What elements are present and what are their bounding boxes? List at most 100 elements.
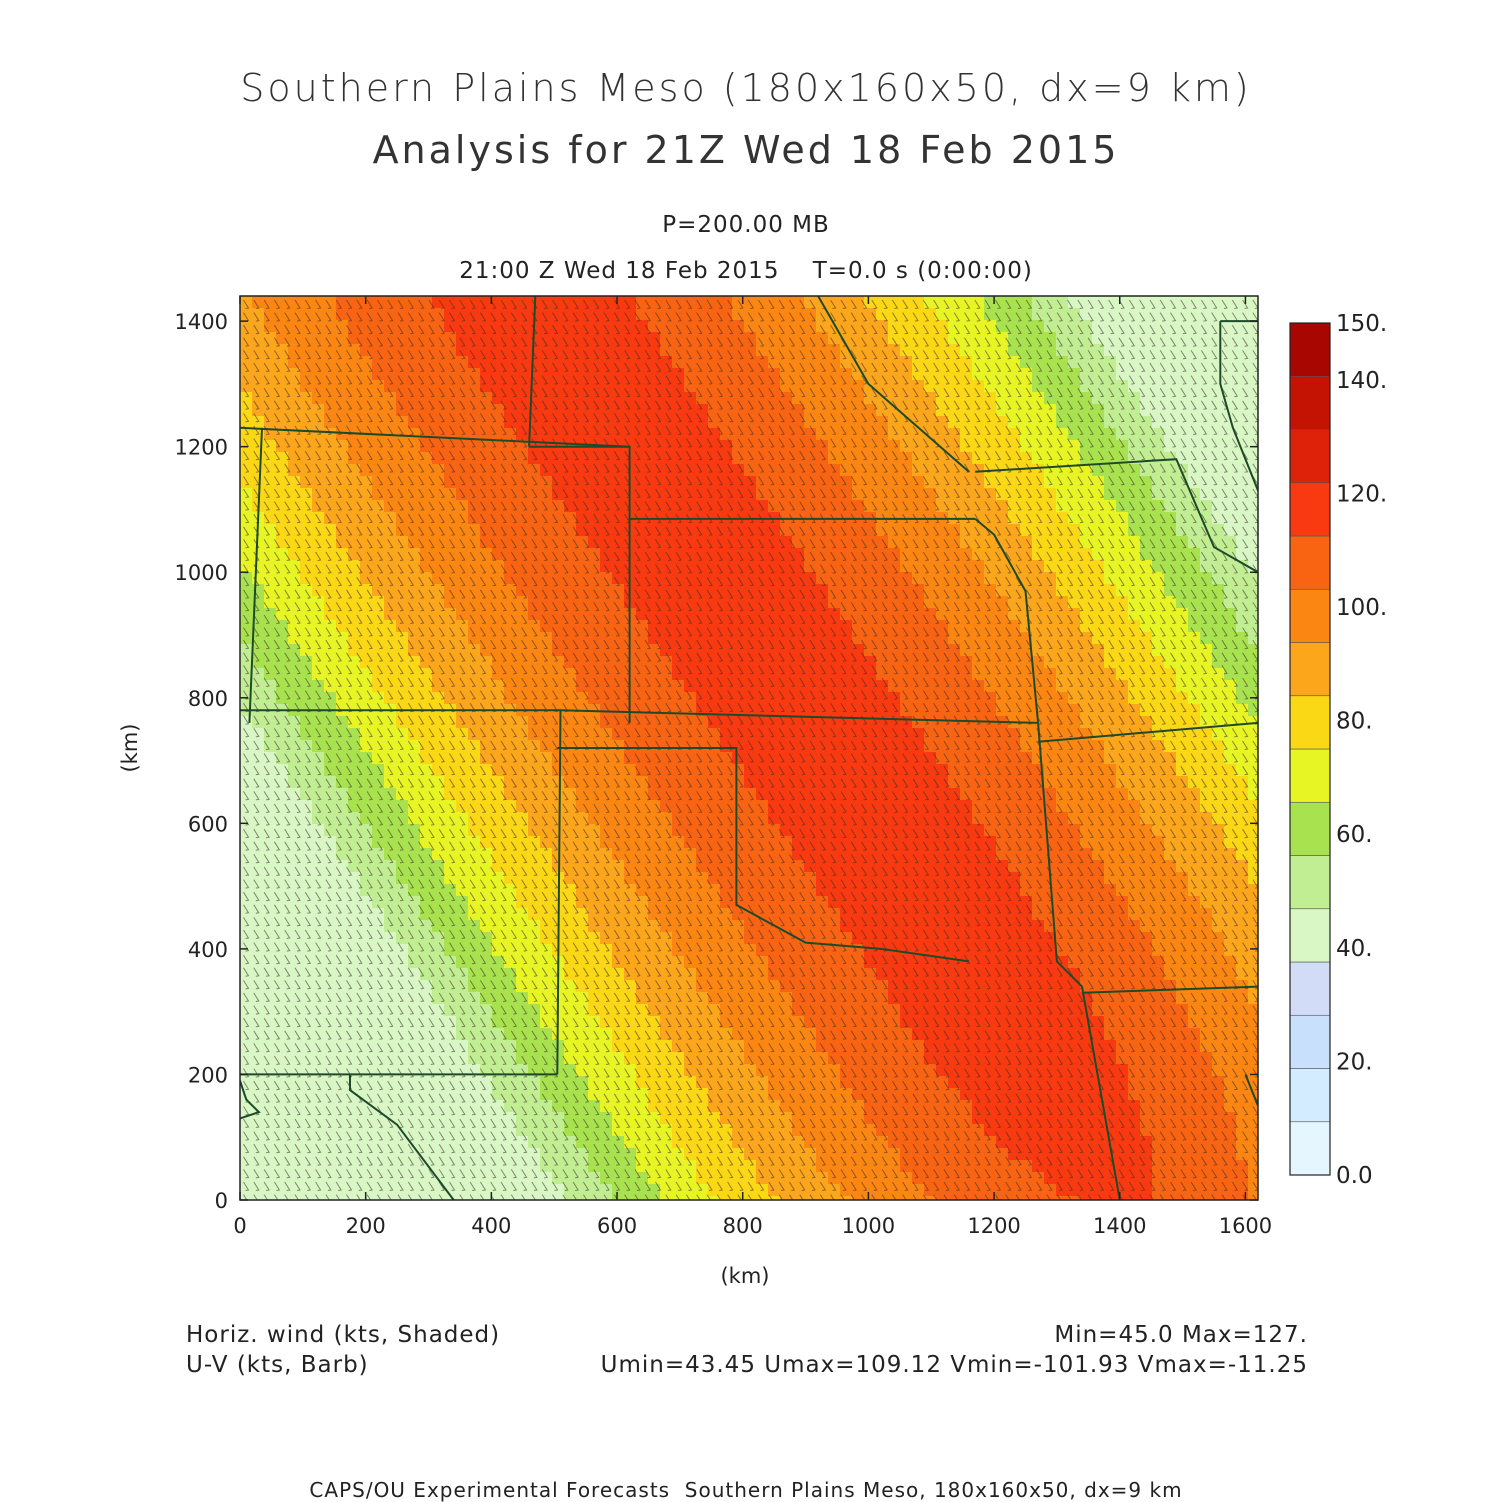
field-cell	[612, 1112, 625, 1125]
field-cell	[528, 884, 541, 897]
field-cell	[960, 680, 973, 693]
field-cell	[240, 584, 253, 597]
field-cell	[672, 884, 685, 897]
field-cell	[888, 920, 901, 933]
field-cell	[372, 452, 385, 465]
field-cell	[600, 488, 613, 501]
field-cell	[324, 776, 337, 789]
field-cell	[804, 812, 817, 825]
field-cell	[600, 1076, 613, 1089]
field-cell	[816, 1076, 829, 1089]
field-cell	[828, 1172, 841, 1185]
field-cell	[288, 524, 301, 537]
field-cell	[276, 560, 289, 573]
field-cell	[312, 416, 325, 429]
field-cell	[468, 920, 481, 933]
field-cell	[240, 1124, 253, 1137]
field-cell	[744, 1160, 757, 1173]
field-cell	[756, 956, 769, 969]
field-cell	[408, 764, 421, 777]
field-cell	[1020, 812, 1033, 825]
field-cell	[264, 380, 277, 393]
field-cell	[432, 560, 445, 573]
field-cell	[624, 764, 637, 777]
field-cell	[252, 1172, 265, 1185]
field-cell	[696, 692, 709, 705]
field-cell	[324, 1172, 337, 1185]
field-cell	[888, 668, 901, 681]
field-cell	[420, 1172, 433, 1185]
field-cell	[324, 920, 337, 933]
field-cell	[384, 944, 397, 957]
field-cell	[420, 848, 433, 861]
field-cell	[348, 572, 361, 585]
field-cell	[384, 548, 397, 561]
field-cell	[384, 596, 397, 609]
field-cell	[348, 1196, 361, 1200]
field-cell	[516, 296, 529, 309]
field-cell	[420, 476, 433, 489]
field-cell	[828, 920, 841, 933]
field-cell	[912, 1016, 925, 1029]
field-cell	[456, 1148, 469, 1161]
field-cell	[972, 800, 985, 813]
field-cell	[732, 392, 745, 405]
field-cell	[396, 392, 409, 405]
field-cell	[576, 800, 589, 813]
field-cell	[264, 908, 277, 921]
field-cell	[408, 596, 421, 609]
field-cell	[504, 920, 517, 933]
field-cell	[960, 1172, 973, 1185]
field-cell	[252, 1028, 265, 1041]
field-cell	[240, 536, 253, 549]
field-cell	[672, 896, 685, 909]
field-cell	[816, 1004, 829, 1017]
field-cell	[324, 1076, 337, 1089]
field-cell	[780, 440, 793, 453]
field-cell	[720, 812, 733, 825]
field-cell	[432, 800, 445, 813]
field-cell	[948, 980, 961, 993]
field-cell	[960, 728, 973, 741]
field-cell	[696, 764, 709, 777]
field-cell	[888, 824, 901, 837]
field-cell	[672, 1064, 685, 1077]
field-cell	[300, 464, 313, 477]
field-cell	[288, 908, 301, 921]
field-cell	[312, 824, 325, 837]
field-cell	[636, 608, 649, 621]
field-cell	[360, 776, 373, 789]
field-cell	[672, 476, 685, 489]
field-cell	[480, 908, 493, 921]
field-cell	[636, 860, 649, 873]
field-cell	[912, 752, 925, 765]
field-cell	[300, 980, 313, 993]
field-cell	[960, 932, 973, 945]
field-cell	[984, 800, 997, 813]
field-cell	[456, 656, 469, 669]
field-cell	[252, 920, 265, 933]
field-cell	[900, 620, 913, 633]
field-cell	[600, 656, 613, 669]
field-cell	[888, 308, 901, 321]
field-cell	[744, 308, 757, 321]
field-cell	[336, 1040, 349, 1053]
field-cell	[300, 620, 313, 633]
field-cell	[756, 452, 769, 465]
field-cell	[432, 752, 445, 765]
field-cell	[264, 1100, 277, 1113]
field-cell	[336, 908, 349, 921]
field-cell	[492, 608, 505, 621]
field-cell	[1020, 896, 1033, 909]
field-cell	[276, 1184, 289, 1197]
field-cell	[384, 1148, 397, 1161]
field-cell	[768, 944, 781, 957]
field-cell	[276, 1052, 289, 1065]
field-cell	[240, 560, 253, 573]
field-cell	[528, 716, 541, 729]
field-cell	[588, 1148, 601, 1161]
field-cell	[936, 392, 949, 405]
field-cell	[240, 356, 253, 369]
field-cell	[732, 968, 745, 981]
field-cell	[528, 476, 541, 489]
